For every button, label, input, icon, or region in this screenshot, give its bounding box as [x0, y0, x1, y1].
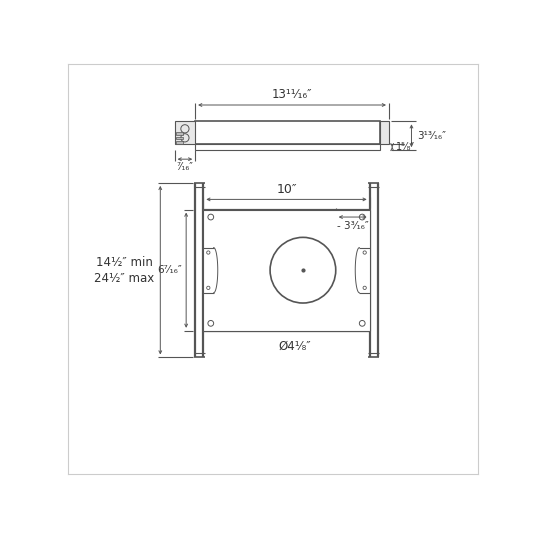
Bar	[176, 133, 183, 135]
Text: 1⁵⁄₈″: 1⁵⁄₈″	[395, 142, 415, 152]
Text: 14½″ min
24½″ max: 14½″ min 24½″ max	[94, 256, 154, 285]
Bar	[195, 144, 380, 150]
Text: 6⁷⁄₁₆″: 6⁷⁄₁₆″	[157, 265, 182, 275]
Text: ⁷⁄₁₆″: ⁷⁄₁₆″	[176, 162, 193, 172]
Bar	[380, 122, 389, 144]
Text: 10″: 10″	[276, 183, 297, 196]
Bar	[175, 122, 195, 144]
Bar	[195, 122, 380, 144]
Bar	[204, 209, 369, 330]
Text: Ø4¹⁄₈″: Ø4¹⁄₈″	[278, 340, 311, 353]
Bar	[176, 141, 183, 143]
Text: - 3³⁄₁₆″: - 3³⁄₁₆″	[337, 221, 368, 231]
Bar	[176, 136, 183, 140]
Text: 3¹³⁄₁₆″: 3¹³⁄₁₆″	[418, 131, 447, 141]
Text: 13¹¹⁄₁₆″: 13¹¹⁄₁₆″	[272, 88, 312, 101]
